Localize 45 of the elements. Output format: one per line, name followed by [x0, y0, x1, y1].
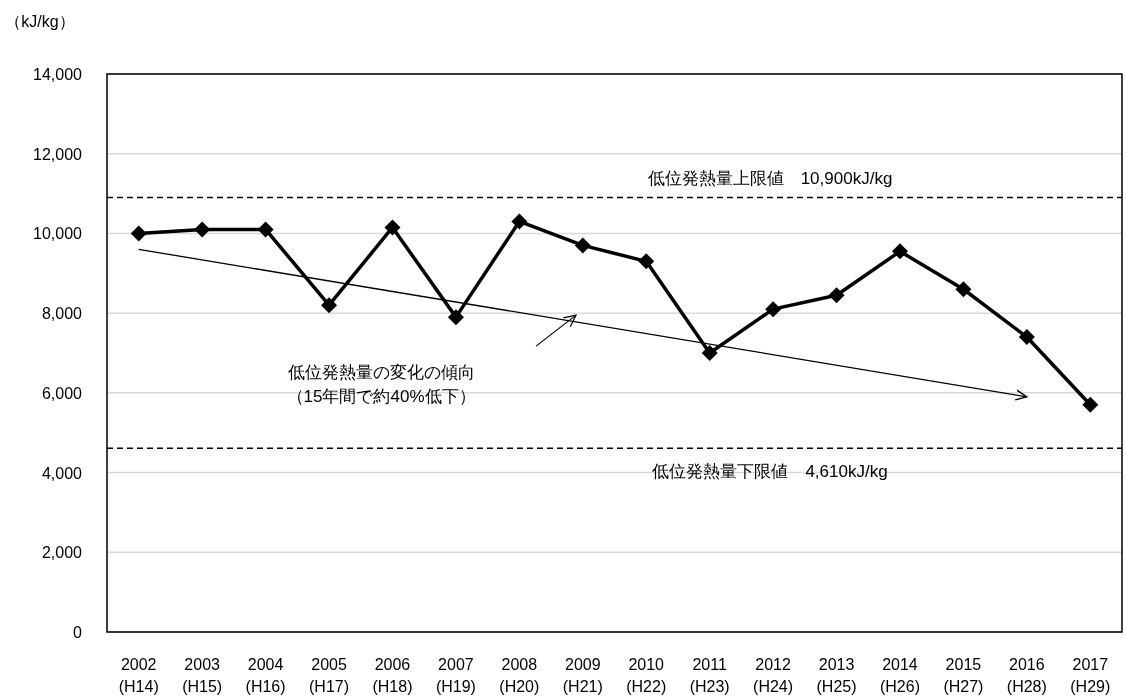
point: [321, 297, 338, 314]
ylabel: （kJ/kg）: [5, 13, 75, 30]
y-tick-label: 6,000: [41, 384, 83, 402]
x-tick-label: 2015 (H27): [943, 656, 984, 695]
point: [447, 309, 464, 326]
point: [955, 281, 972, 298]
point: [130, 225, 147, 242]
annotation: （15年間で約40%低下）: [286, 387, 476, 407]
point: [574, 237, 591, 254]
y-tick-label: 14,000: [33, 66, 83, 83]
x-tick-label: 2005 (H17): [309, 656, 350, 695]
ref-line-label: 低位発熱量上限値 10,900kJ/kg: [647, 168, 893, 188]
point: [384, 219, 401, 236]
y-tick-label: 0: [73, 624, 83, 641]
x-tick-label: 2017 (H29): [1070, 656, 1111, 695]
point: [701, 345, 718, 361]
x-tick-label: 2012 (H24): [753, 656, 794, 695]
x-tick-label: 2010 (H22): [626, 656, 667, 695]
x-tick-label: 2002 (H14): [118, 656, 159, 695]
point: [257, 221, 274, 238]
point: [638, 253, 655, 270]
x-tick-label: 2013 (H25): [816, 656, 857, 695]
y-tick-label: 4,000: [41, 464, 83, 482]
point: [1018, 329, 1035, 346]
y-tick-label: 12,000: [33, 145, 83, 163]
point: [828, 287, 845, 304]
point: [511, 213, 528, 230]
x-tick-label: 2006 (H18): [372, 656, 413, 695]
ref-line-label: 低位発熱量下限値 4,610kJ/kg: [652, 462, 888, 482]
y-tick-label: 10,000: [33, 225, 83, 243]
point: [1082, 396, 1099, 413]
point: [194, 221, 211, 238]
point: [891, 243, 908, 260]
x-tick-label: 2009 (H21): [562, 656, 603, 695]
x-tick-label: 2003 (H15): [182, 656, 223, 695]
annotation: 低位発熱量の変化の傾向: [287, 363, 475, 383]
x-tick-label: 2011 (H23): [689, 656, 730, 695]
x-tick-label: 2016 (H28): [1006, 656, 1047, 695]
x-tick-label: 2014 (H26): [879, 656, 920, 695]
x-tick-label: 2008 (H20): [499, 656, 540, 695]
point: [765, 301, 782, 318]
x-tick-label: 2004 (H16): [245, 656, 286, 695]
y-tick-label: 2,000: [41, 544, 83, 562]
x-tick-label: 2007 (H19): [435, 656, 476, 695]
y-tick-label: 8,000: [41, 305, 83, 323]
